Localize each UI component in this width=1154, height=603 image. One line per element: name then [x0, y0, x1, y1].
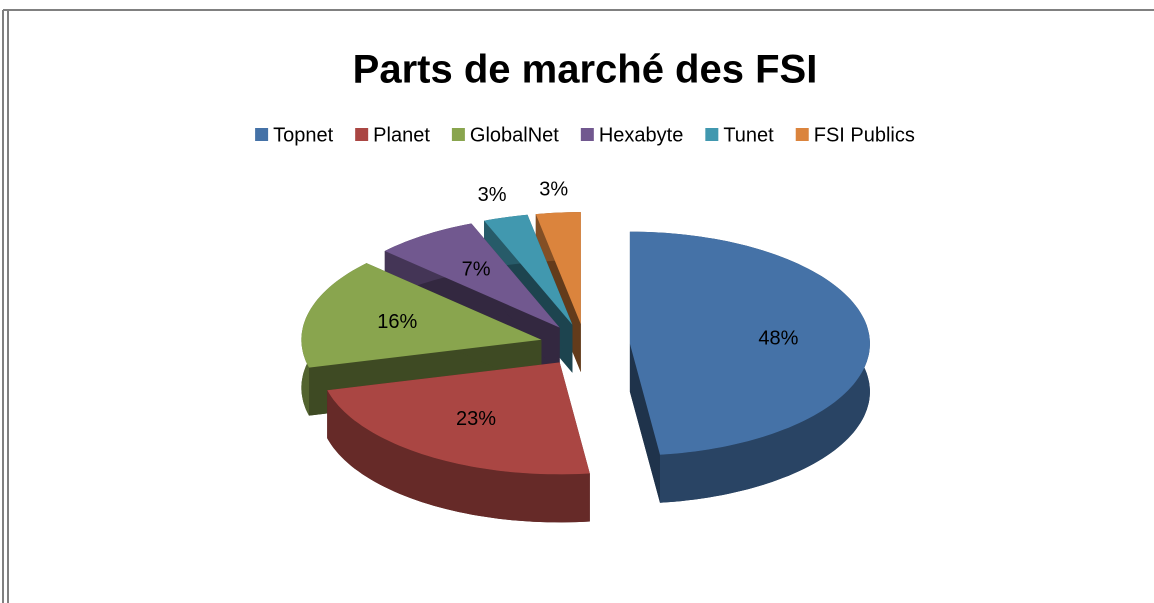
- pie-slice: [535, 212, 581, 325]
- legend-label: GlobalNet: [470, 124, 559, 146]
- slice-wall: [629, 343, 660, 503]
- data-label: 16%: [377, 311, 417, 333]
- legend-label: Tunet: [723, 124, 774, 146]
- legend-label: FSI Publics: [814, 124, 915, 146]
- legend-label: Planet: [373, 124, 430, 146]
- pie-slice: [384, 223, 560, 328]
- pie-slice: [629, 231, 870, 455]
- data-label: 3%: [478, 184, 507, 206]
- data-label: 3%: [539, 179, 568, 201]
- slice-outer-wall: [327, 390, 590, 523]
- legend-swatch: [355, 128, 369, 141]
- legend-swatch: [795, 128, 809, 141]
- pie-slice: [301, 263, 542, 368]
- legend-swatch: [255, 128, 269, 141]
- data-label: 23%: [456, 408, 496, 430]
- data-labels: 48% 23% 16% 7% 3% 3%: [377, 179, 798, 431]
- data-label: 48%: [758, 328, 798, 350]
- pie-slice: [327, 362, 590, 475]
- data-label: 7%: [462, 258, 491, 280]
- chart-title: Parts de marché des FSI: [353, 48, 818, 92]
- legend: Topnet Planet GlobalNet Hexabyte Tunet FSI Pu…: [255, 124, 915, 146]
- legend-label: Hexabyte: [599, 124, 684, 146]
- legend-swatch: [705, 128, 719, 141]
- legend-swatch: [451, 128, 465, 141]
- legend-label: Topnet: [273, 124, 333, 146]
- legend-swatch: [580, 128, 594, 141]
- pie-tops: [301, 212, 870, 475]
- pie-slice: [484, 214, 573, 325]
